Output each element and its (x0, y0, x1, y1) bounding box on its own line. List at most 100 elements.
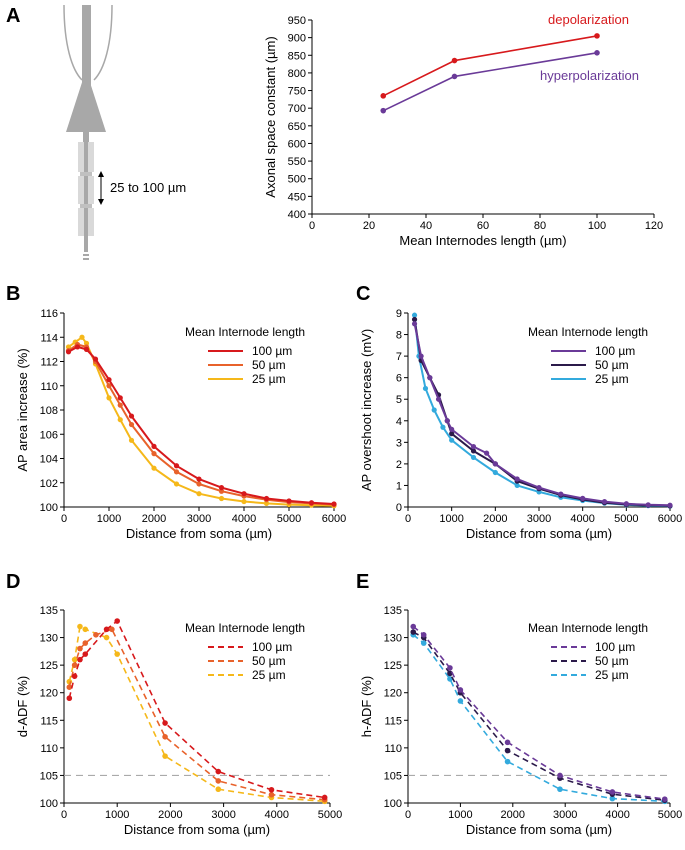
data-point (308, 500, 315, 506)
series-25-m (411, 312, 673, 509)
data-point (411, 321, 418, 327)
y-tick-label: 115 (384, 715, 402, 727)
data-point (117, 402, 123, 408)
data-point (451, 73, 458, 80)
legend-entry: 50 µm (252, 358, 286, 372)
panel-letter-e: E (356, 571, 369, 593)
y-axis-label: AP overshoot increase (mV) (359, 329, 374, 491)
dendrite-left (63, 4, 83, 81)
data-point (106, 383, 112, 389)
legend-entry: 100 µm (252, 640, 292, 654)
data-point (440, 424, 446, 430)
y-tick-label: 5 (396, 394, 402, 406)
data-point (645, 502, 651, 508)
data-point (435, 396, 442, 402)
data-point (457, 687, 464, 693)
y-tick-label: 120 (40, 688, 58, 700)
axon-continuation (83, 254, 89, 256)
data-point (196, 491, 202, 497)
series-100-m (411, 321, 673, 508)
y-tick-label: 115 (40, 715, 58, 727)
data-point (114, 651, 120, 657)
x-tick-label: 0 (405, 513, 411, 525)
data-point (609, 795, 616, 802)
data-point (484, 450, 490, 456)
data-point (504, 758, 511, 765)
x-axis-label: Distance from soma (µm) (466, 526, 612, 541)
x-tick-label: 5000 (614, 513, 638, 525)
data-point (580, 495, 586, 501)
y-tick-label: 950 (288, 15, 306, 27)
data-point (71, 673, 78, 679)
x-tick-label: 100 (588, 220, 606, 232)
data-point (117, 417, 123, 423)
axon-core (84, 142, 88, 252)
charts: 0 20 40 60 80 100 1204004505005506006507007508… (15, 12, 682, 837)
data-point (411, 312, 418, 318)
x-tick-label: 3000 (553, 809, 577, 821)
y-tick-label: 6 (396, 373, 402, 385)
data-point (151, 443, 157, 449)
y-tick-label: 3 (396, 437, 402, 449)
y-tick-label: 112 (40, 357, 58, 369)
y-tick-label: 100 (384, 798, 402, 810)
panel-letter-b: B (6, 283, 20, 305)
y-tick-label: 1 (396, 480, 402, 492)
data-point (447, 665, 453, 671)
data-point (492, 469, 498, 476)
y-tick-label: 9 (396, 308, 402, 320)
data-point (83, 340, 90, 346)
data-point (410, 623, 417, 630)
data-point (263, 495, 270, 502)
data-point (420, 640, 427, 646)
x-tick-label: 4000 (232, 513, 256, 525)
chart-c: 0 1000 2000 3000 4000 5000 6000 0 1 2 3 4 5 6 7 8 9 Dista… (359, 308, 682, 541)
x-tick-label: 3000 (527, 513, 551, 525)
x-tick-label: 4000 (570, 513, 594, 525)
data-point (82, 651, 89, 657)
data-point (447, 670, 453, 677)
data-point (162, 734, 168, 740)
y-tick-label: 550 (288, 156, 306, 168)
series-line (412, 634, 665, 803)
data-point (514, 482, 520, 489)
x-axis-label: Distance from soma (µm) (466, 822, 612, 837)
data-point (411, 316, 418, 323)
data-point (422, 385, 429, 392)
y-tick-label: 104 (40, 454, 58, 466)
y-tick-label: 2 (396, 459, 402, 471)
data-point (66, 684, 73, 690)
data-point (218, 495, 225, 502)
x-tick-label: 6000 (658, 513, 682, 525)
legend-entry: 100 µm (595, 344, 635, 358)
data-point (74, 344, 81, 350)
data-point (114, 618, 120, 624)
data-point (457, 698, 464, 704)
dendrite-right (93, 4, 113, 81)
y-tick-label: 108 (40, 405, 58, 417)
data-point (449, 437, 455, 443)
series-100-m (410, 623, 668, 802)
data-point (268, 786, 275, 793)
x-tick-label: 3000 (187, 513, 211, 525)
legend-entry: 25 µm (595, 372, 629, 386)
y-axis-label: AP area increase (%) (15, 348, 30, 471)
data-point (151, 465, 157, 471)
panel-letter-c: C (356, 283, 370, 305)
data-point (103, 626, 110, 633)
y-tick-label: 800 (288, 68, 306, 80)
legend-title: Mean Internode length (528, 621, 648, 635)
data-point (558, 491, 564, 497)
data-point (196, 476, 202, 482)
neuron-schematic: 25 to 100 µm (63, 4, 186, 260)
x-tick-label: 2000 (142, 513, 166, 525)
y-axis-label: h-ADF (%) (359, 676, 374, 737)
data-point (66, 695, 73, 702)
chart-d: 0 1000 2000 3000 4000 5000 100 105 110 115 120 125 1… (15, 605, 342, 837)
chart-e: 0 1000 2000 3000 4000 5000 100 105 110 115 120 125 1… (359, 605, 682, 837)
series-line (68, 625, 325, 803)
data-point (65, 344, 72, 350)
legend-title: Mean Internode length (185, 621, 305, 635)
